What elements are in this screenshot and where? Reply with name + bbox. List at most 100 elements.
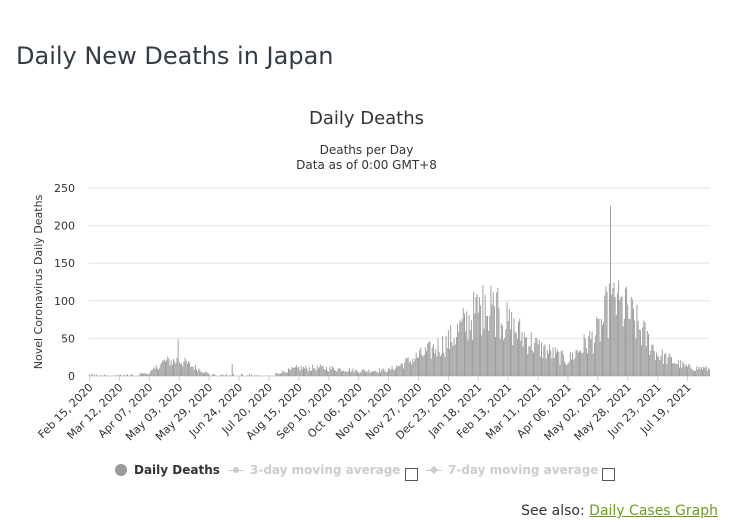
bar [199,369,201,376]
bar [595,335,597,376]
bar [202,372,204,376]
bar [383,369,385,376]
bar [416,357,418,376]
bar [616,293,618,376]
bar [652,345,654,376]
bar [613,282,615,376]
chart-title: Daily Deaths [308,108,425,129]
bar [165,361,166,376]
bar [89,374,91,376]
checkbox-7-day-average[interactable] [602,468,615,481]
bar [536,338,538,376]
bar [487,315,488,376]
bar [144,372,146,376]
bar [651,344,653,376]
bar [657,355,659,376]
bar [554,347,556,376]
bar [690,368,692,376]
bar [643,320,645,376]
bar [646,330,648,376]
bar [140,373,142,376]
bar [574,357,576,376]
bar [319,366,321,376]
bar [592,353,594,376]
bar [301,369,303,376]
bar [353,372,355,376]
bar [538,339,540,376]
bar [489,315,491,376]
bar [193,369,195,376]
bar [361,369,363,376]
bar [375,370,377,376]
bar [503,339,505,376]
bar [462,308,464,376]
bar [626,286,628,376]
bar [162,360,164,376]
bar [306,368,308,376]
bar [602,324,603,376]
bar [587,353,588,376]
bar [703,366,705,376]
bar [511,312,513,376]
bar [312,364,314,376]
bar [550,350,552,376]
bar [593,342,595,376]
bar [514,331,516,376]
bar [101,375,103,376]
bar [376,372,378,376]
bar [114,375,116,376]
bar [242,374,243,376]
daily-cases-graph-link[interactable]: Daily Cases Graph [589,503,718,519]
bar [581,353,583,376]
bar [596,316,598,376]
bar [146,373,148,376]
bar [131,374,133,376]
bar [317,368,319,376]
bar [400,363,402,376]
bar [160,363,162,376]
bar [490,285,492,376]
bar [316,365,318,376]
bar [430,358,432,376]
legend-item-3-day-average[interactable]: 3-day moving average [228,463,400,477]
bar [313,368,315,376]
bar [200,372,202,376]
bar [691,369,693,376]
bar [639,330,641,376]
bar [422,356,424,376]
bar [298,366,300,376]
bar [472,339,473,376]
legend-item-daily-deaths[interactable]: Daily Deaths [115,463,220,477]
bar [583,334,585,376]
bar [674,363,676,376]
bar [442,336,444,376]
bar [148,373,150,376]
bar [519,318,521,376]
bar [510,329,511,376]
bar [558,351,560,376]
bar [702,369,703,376]
bar [708,369,710,376]
bar [214,374,216,376]
bar [292,367,294,376]
bar [478,297,480,376]
bar [615,315,617,376]
bar [575,350,577,376]
bar [644,322,646,376]
bar [658,357,660,376]
bar [438,351,440,376]
bar [465,331,467,376]
checkbox-3-day-average[interactable] [405,468,418,481]
bar [619,300,621,376]
bar [623,318,625,376]
bar [635,338,637,376]
bar [201,372,203,376]
bar [366,370,368,376]
legend-item-7-day-average[interactable]: 7-day moving average [426,463,598,477]
bar [434,353,436,376]
bar [382,368,384,376]
bar [282,370,284,376]
bar [604,295,606,376]
bar [418,357,419,376]
bar [684,366,686,376]
